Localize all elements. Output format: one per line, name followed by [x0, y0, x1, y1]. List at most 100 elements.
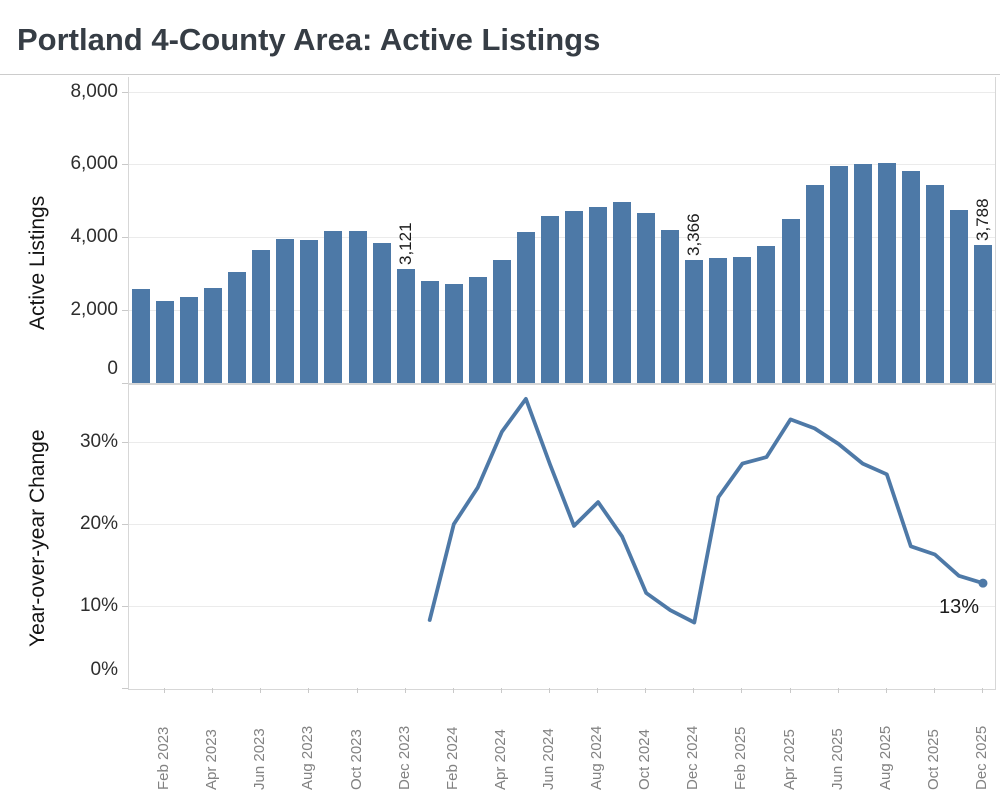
x-tick-label: Jun 2025 [828, 728, 846, 790]
bar[interactable] [324, 231, 343, 383]
x-tick-mark [260, 688, 262, 693]
x-tick-mark [693, 688, 695, 693]
gridline [129, 164, 995, 166]
y-tick-label: 20% [79, 513, 118, 535]
y-tick-label: 8,000 [70, 80, 118, 102]
y-tick-mark [122, 383, 128, 384]
x-tick-mark [164, 688, 166, 693]
gridline [129, 237, 995, 239]
x-tick-label: Aug 2024 [588, 725, 606, 790]
y-tick-label: 6,000 [70, 153, 118, 175]
y-tick-label: 4,000 [70, 226, 118, 248]
y-tick-mark [122, 688, 128, 689]
x-tick-label: Apr 2023 [203, 729, 221, 790]
bar[interactable] [204, 288, 223, 383]
bar[interactable] [973, 245, 992, 383]
x-tick-mark [404, 688, 406, 693]
bar-value-annotation: 3,366 [684, 213, 704, 257]
y-tick-mark [122, 310, 128, 312]
bar[interactable] [180, 297, 199, 383]
page-title: Portland 4-County Area: Active Listings [17, 22, 601, 57]
y-tick-label: 0 [107, 358, 118, 379]
y-tick-mark [122, 524, 128, 526]
x-tick-mark [981, 688, 983, 693]
x-tick-label: Aug 2023 [299, 725, 317, 790]
bar[interactable] [565, 211, 584, 383]
bar[interactable] [300, 240, 319, 383]
y-tick-mark [122, 91, 128, 93]
gridline [129, 606, 995, 608]
x-tick-label: Jun 2024 [539, 728, 557, 790]
bar[interactable] [396, 269, 415, 383]
bar[interactable] [781, 219, 800, 383]
bar[interactable] [925, 185, 944, 383]
yoy-line[interactable] [427, 396, 985, 625]
gridline [129, 442, 995, 444]
y-tick-label: 2,000 [70, 299, 118, 321]
bar[interactable] [348, 231, 367, 383]
bar[interactable] [757, 246, 776, 383]
active-listings-axis-title: Active Listings [26, 195, 49, 331]
yoy-end-annotation: 13% [938, 596, 979, 619]
bar[interactable] [901, 171, 920, 383]
x-tick-mark [789, 688, 791, 693]
bar[interactable] [709, 257, 728, 383]
y-tick-label: 30% [79, 431, 118, 453]
bar[interactable] [156, 301, 175, 383]
active-listings-chart: 3,121 3,366 3,788 [128, 77, 996, 384]
x-tick-label: Oct 2024 [636, 729, 654, 790]
x-tick-label: Apr 2024 [491, 729, 509, 790]
bar[interactable] [228, 271, 247, 383]
bar[interactable] [733, 256, 752, 383]
x-tick-label: Feb 2023 [155, 726, 173, 790]
bar[interactable] [877, 162, 896, 383]
x-tick-label: Oct 2023 [347, 729, 365, 790]
x-tick-mark [933, 688, 935, 693]
bar[interactable] [949, 210, 968, 383]
x-tick-label: Feb 2024 [443, 726, 461, 790]
x-tick-label: Apr 2025 [780, 729, 798, 790]
bar[interactable] [853, 164, 872, 383]
gridline [129, 91, 995, 93]
bar[interactable] [661, 230, 680, 383]
y-tick-mark [122, 442, 128, 444]
bar[interactable] [613, 201, 632, 383]
x-tick-mark [597, 688, 599, 693]
bar[interactable] [132, 288, 151, 383]
x-tick-label: Dec 2024 [684, 725, 702, 790]
bar-value-annotation: 3,121 [395, 222, 415, 266]
bar[interactable] [589, 207, 608, 383]
bar[interactable] [444, 283, 463, 383]
x-tick-label: Feb 2025 [732, 726, 750, 790]
gridline [129, 524, 995, 526]
bar[interactable] [420, 281, 439, 383]
bar-value-annotation: 3,788 [972, 198, 992, 241]
x-tick-mark [548, 688, 550, 693]
bar[interactable] [685, 260, 704, 383]
x-tick-mark [645, 688, 647, 693]
bar[interactable] [252, 250, 271, 383]
x-tick-label: Dec 2025 [972, 725, 990, 790]
x-tick-label: Oct 2025 [924, 729, 942, 790]
bar[interactable] [492, 259, 511, 383]
x-tick-mark [212, 688, 214, 693]
y-tick-mark [122, 164, 128, 166]
yoy-change-chart: 13% [128, 384, 996, 690]
bar[interactable] [540, 216, 559, 383]
y-tick-label: 0% [90, 659, 118, 680]
x-tick-mark [741, 688, 743, 693]
yoy-line-endpoint[interactable] [978, 578, 988, 588]
bar[interactable] [637, 212, 656, 383]
bar[interactable] [276, 239, 295, 383]
bar[interactable] [516, 232, 535, 383]
bar[interactable] [829, 165, 848, 383]
x-tick-mark [885, 688, 887, 693]
y-tick-mark [122, 606, 128, 608]
bar[interactable] [468, 276, 487, 383]
bar[interactable] [805, 184, 824, 383]
y-tick-label: 10% [79, 595, 118, 617]
x-tick-mark [837, 688, 839, 693]
bar[interactable] [372, 243, 391, 383]
x-tick-mark [452, 688, 454, 693]
